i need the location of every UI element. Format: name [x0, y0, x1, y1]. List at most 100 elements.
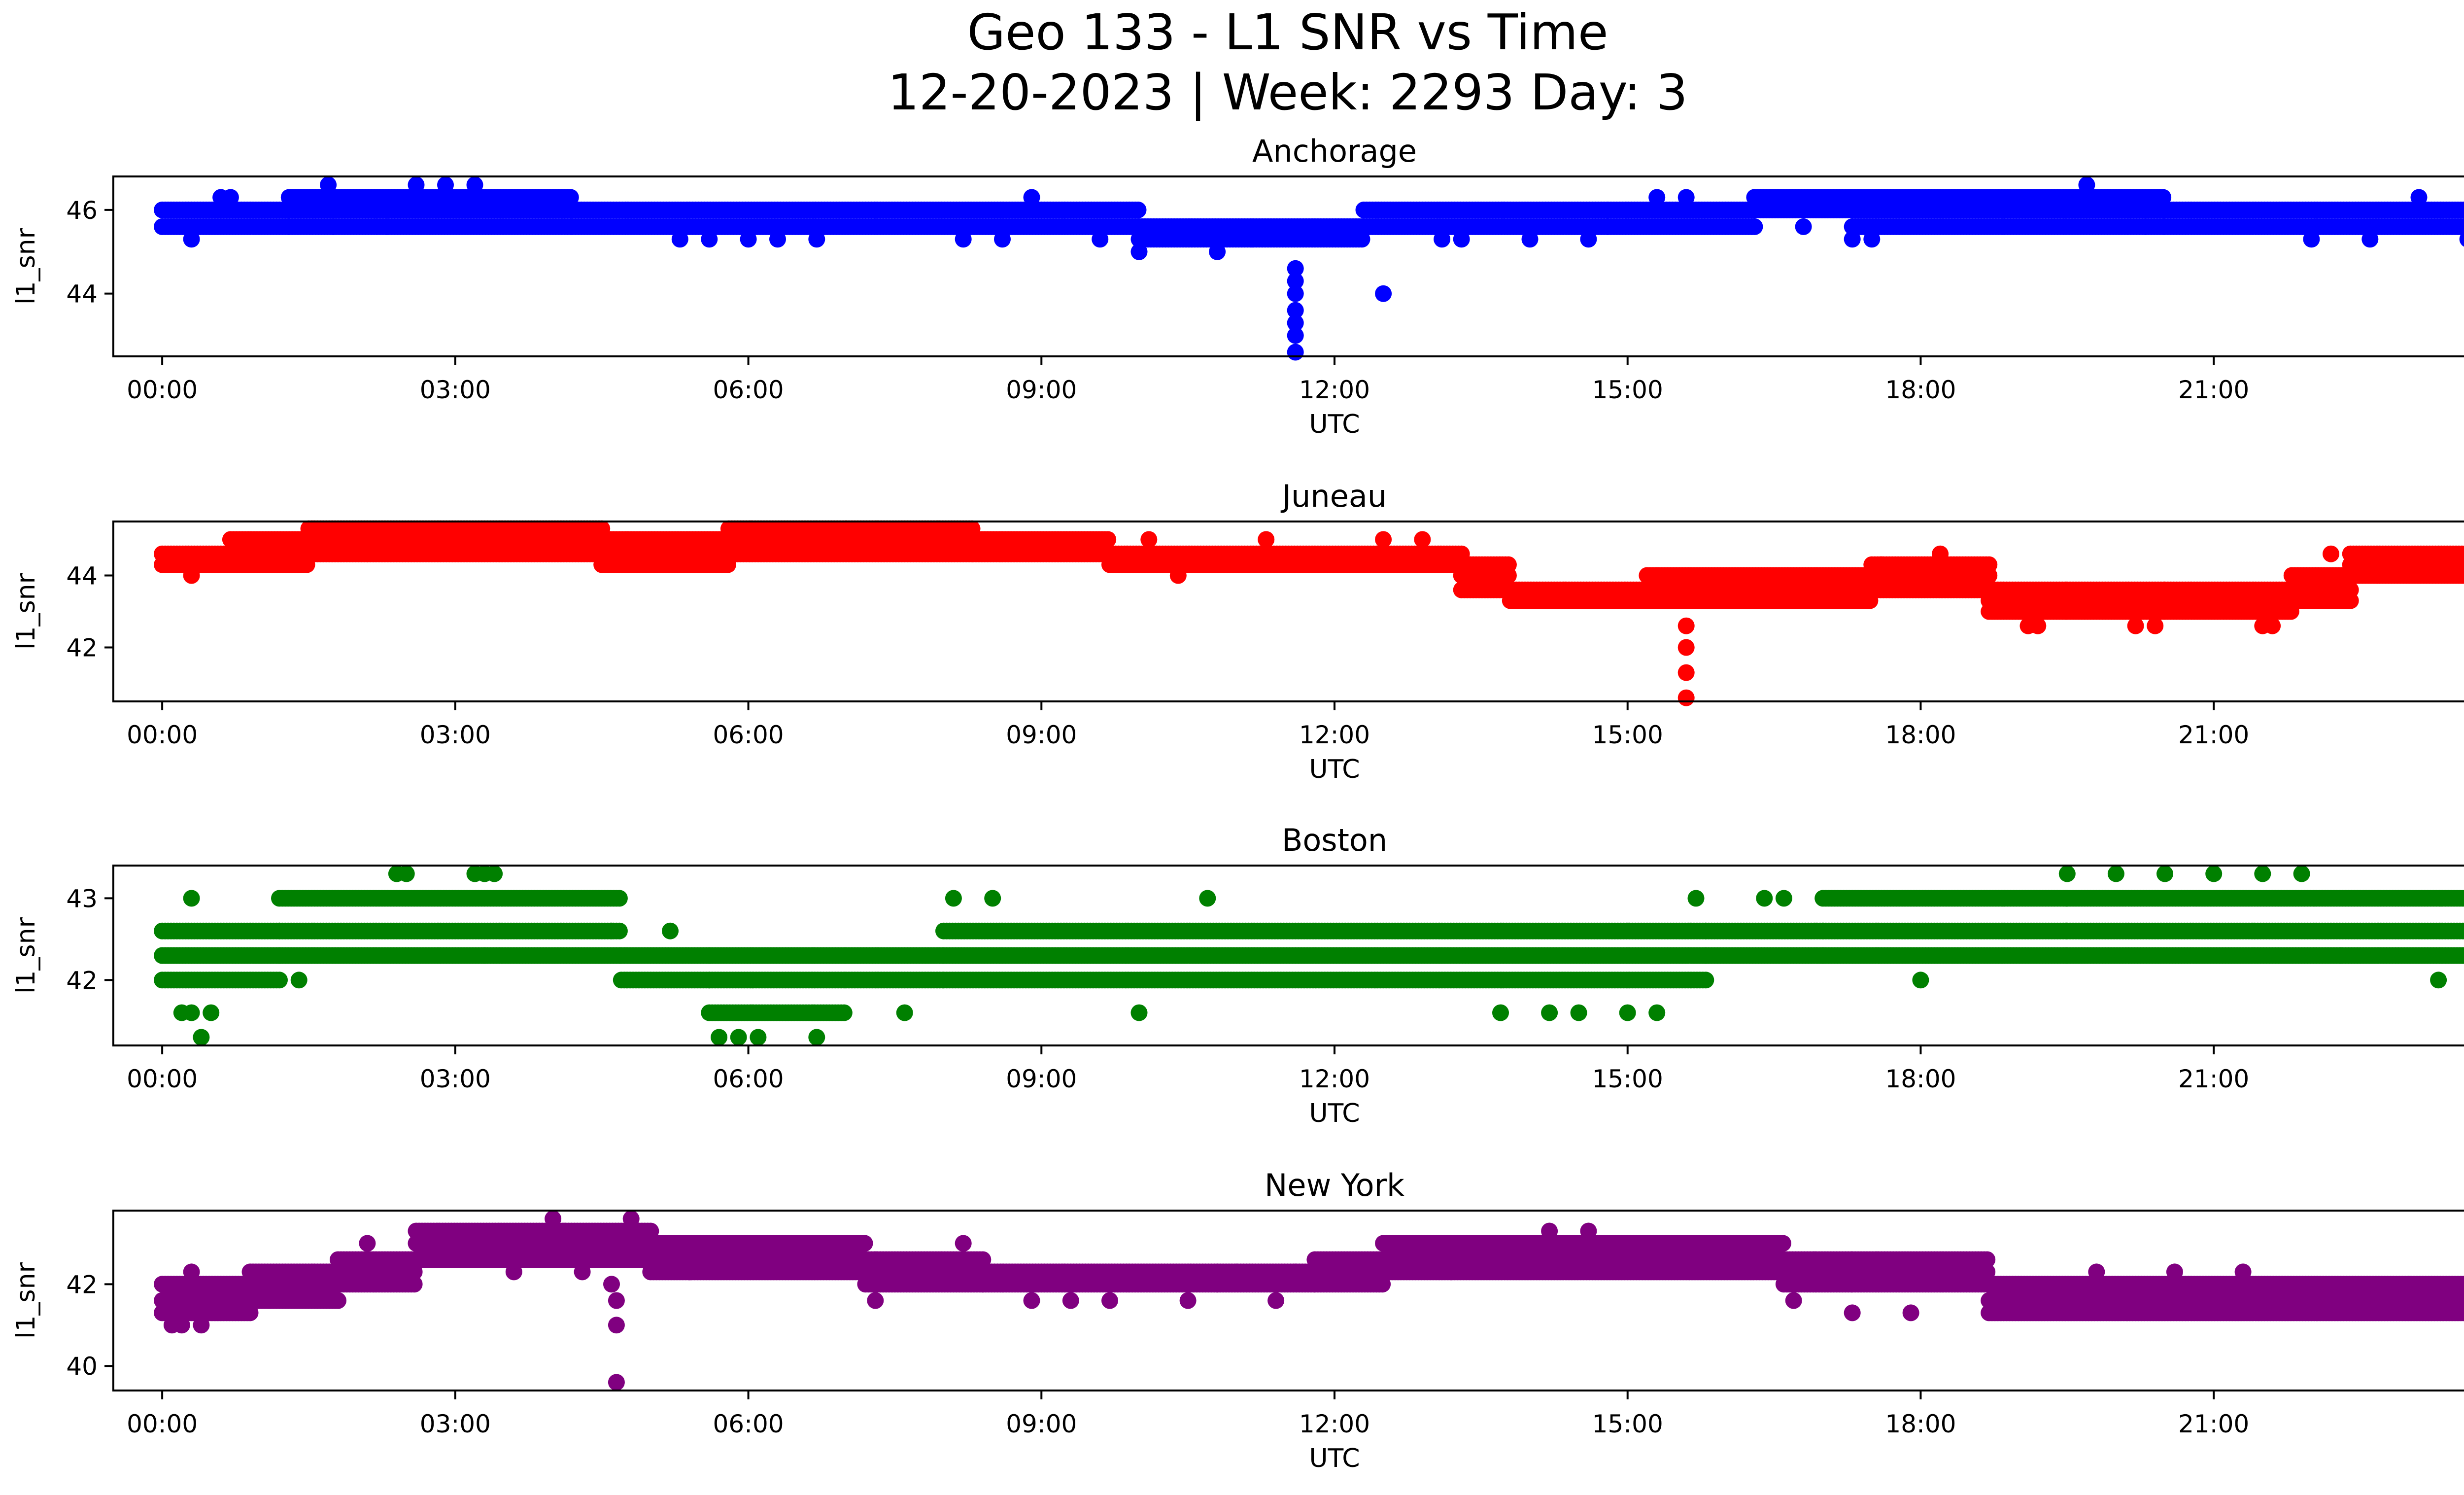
data-point — [2361, 231, 2379, 248]
data-point — [1648, 189, 1666, 206]
data-point — [378, 218, 396, 235]
data-point — [1500, 567, 1517, 584]
x-tick-label: 03:00 — [420, 376, 491, 404]
data-point — [2029, 617, 2047, 634]
data-point — [183, 231, 200, 248]
figure-title-line1: Geo 133 - L1 SNR vs Time — [967, 3, 1608, 61]
data-point — [222, 189, 239, 206]
data-point — [466, 176, 483, 193]
y-axis-label: l1_snr — [11, 228, 41, 305]
data-point — [1873, 556, 1890, 573]
data-point — [769, 231, 786, 248]
data-point — [1209, 243, 1226, 260]
data-point — [359, 545, 376, 562]
data-point — [1258, 531, 1275, 548]
y-axis: 44 46 l1_snr — [11, 196, 113, 309]
x-tick-label: 21:00 — [2178, 376, 2249, 404]
data-point — [1570, 592, 1587, 609]
x-tick-label: 15:00 — [1592, 721, 1663, 749]
data-points — [154, 176, 2464, 361]
x-tick-label: 18:00 — [1885, 376, 1956, 404]
data-point — [2342, 592, 2359, 609]
data-point — [1580, 231, 1597, 248]
x-axis: 00:00 03:00 06:00 09:00 12:00 15:00 18:00 21:00… — [127, 356, 2249, 439]
data-point — [1844, 231, 1861, 248]
data-point — [1981, 567, 1998, 584]
data-point — [1521, 231, 1539, 248]
x-tick-label: 09:00 — [1006, 376, 1077, 404]
data-point — [2264, 617, 2281, 634]
data-point — [1677, 664, 1695, 681]
y-axis-label: l1_snr — [11, 573, 41, 650]
x-tick-label: 09:00 — [1006, 721, 1077, 749]
y-tick-label: 44 — [66, 562, 98, 591]
data-point — [2155, 189, 2172, 206]
data-point — [1287, 344, 1304, 361]
data-point — [1795, 218, 1812, 235]
data-point — [271, 972, 288, 989]
x-tick-label: 18:00 — [1885, 721, 1956, 749]
y-tick-label: 44 — [66, 280, 98, 309]
data-point — [1795, 592, 1812, 609]
data-point — [1099, 531, 1117, 548]
data-point — [2147, 617, 2164, 634]
data-point — [611, 890, 628, 907]
x-tick-label: 00:00 — [127, 376, 198, 404]
data-point — [1453, 231, 1470, 248]
data-point — [1434, 231, 1451, 248]
data-point — [1375, 285, 1392, 302]
data-point — [1677, 639, 1695, 656]
data-point — [2410, 189, 2428, 206]
data-point — [1129, 201, 1147, 218]
data-point — [1863, 231, 1881, 248]
data-point — [2137, 218, 2154, 235]
data-point — [183, 567, 200, 584]
y-tick-label: 46 — [66, 196, 98, 225]
x-tick-label: 03:00 — [420, 721, 491, 749]
subplot-title: Juneau — [1280, 478, 1387, 514]
data-point — [2303, 231, 2320, 248]
data-point — [1169, 567, 1187, 584]
data-point — [1287, 327, 1304, 344]
data-point — [701, 231, 718, 248]
y-axis: 42 44 l1_snr — [11, 562, 113, 662]
data-point — [320, 176, 337, 193]
data-point — [2461, 220, 2464, 233]
data-point — [2459, 232, 2464, 247]
data-point — [2461, 204, 2464, 216]
data-point — [325, 218, 342, 235]
data-point — [1130, 243, 1148, 260]
data-point — [955, 231, 972, 248]
x-tick-label: 21:00 — [2178, 721, 2249, 749]
x-axis-label: UTC — [1309, 755, 1360, 784]
data-point — [740, 231, 757, 248]
figure-title-line2: 12-20-2023 | Week: 2293 Day: 3 — [888, 64, 1687, 121]
data-point — [1092, 231, 1109, 248]
data-point — [671, 231, 688, 248]
subplot-title: Anchorage — [1252, 133, 1417, 169]
data-point — [1287, 302, 1304, 319]
y-tick-label: 42 — [66, 634, 98, 662]
data-point — [808, 231, 825, 248]
data-points — [154, 865, 2464, 1046]
data-point — [1677, 617, 1695, 634]
data-point — [2078, 176, 2095, 193]
x-axis: 00:00 03:00 06:00 09:00 12:00 15:00 18:00 21:00… — [127, 701, 2249, 784]
data-point — [1824, 592, 1841, 609]
data-point — [1287, 285, 1304, 302]
data-point — [2323, 545, 2339, 562]
data-point — [1414, 531, 1431, 548]
data-point — [1677, 189, 1695, 206]
data-point — [1375, 531, 1392, 548]
data-points — [154, 520, 2464, 706]
x-axis-label: UTC — [1309, 410, 1360, 439]
data-point — [1140, 531, 1158, 548]
x-tick-label: 12:00 — [1299, 721, 1370, 749]
data-point — [1932, 545, 1949, 562]
data-point — [1287, 273, 1304, 290]
